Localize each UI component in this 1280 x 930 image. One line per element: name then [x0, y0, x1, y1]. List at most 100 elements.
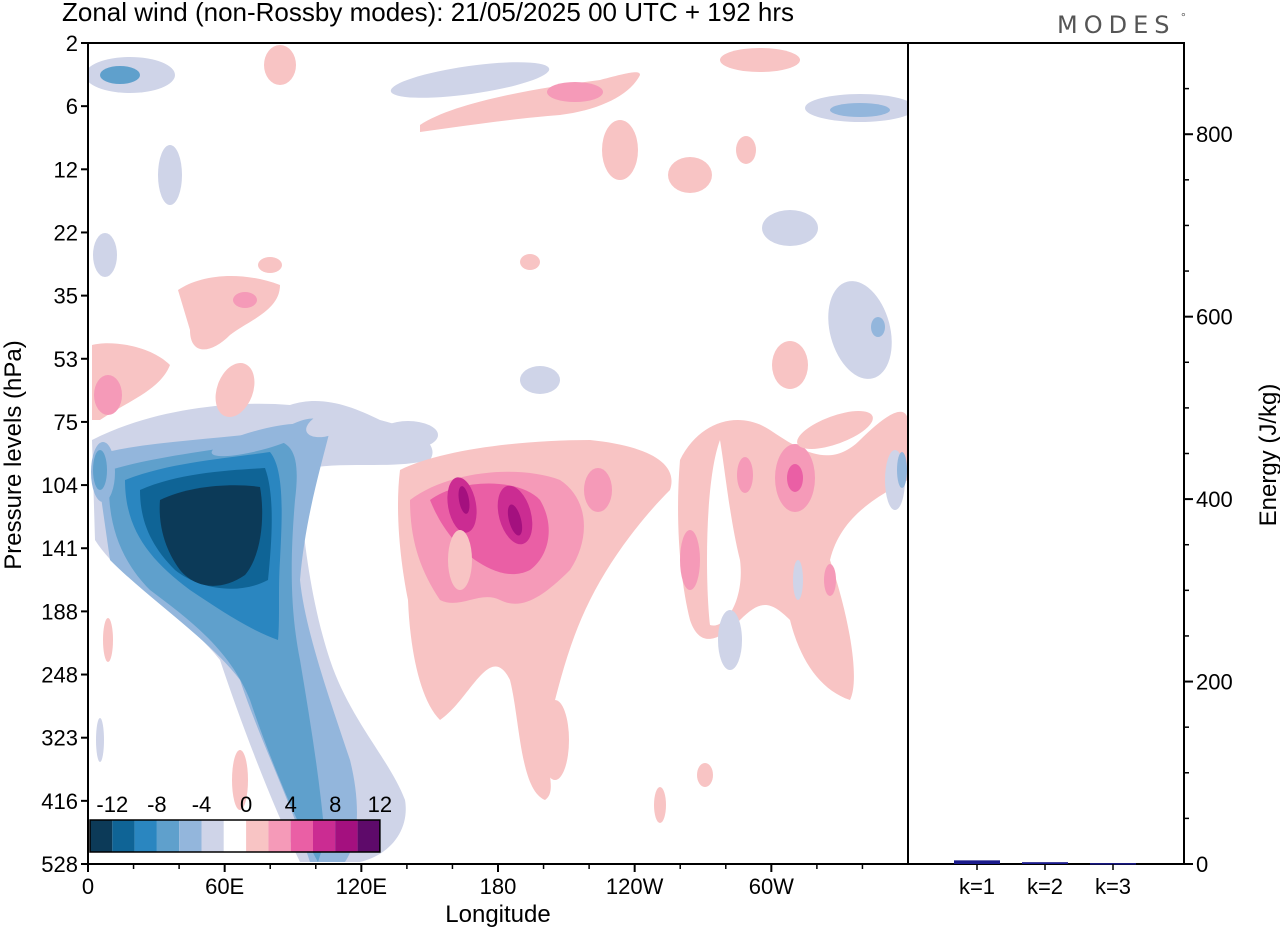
westerly-contour — [233, 292, 257, 308]
westerly-contour — [602, 120, 638, 180]
colorbar-tick-label: -8 — [147, 792, 167, 817]
westerly-contour — [584, 468, 612, 512]
westerly-contour — [103, 618, 113, 662]
energy-category-label: k=3 — [1095, 874, 1131, 899]
westerly-contour — [94, 375, 122, 415]
colorbar-tick-label: 8 — [329, 792, 341, 817]
westerly-contour — [720, 48, 800, 72]
x-axis: 0 60E 120E 180 120W 60W — [82, 864, 864, 899]
y-tick-label: 6 — [66, 94, 78, 119]
westerly-contour — [668, 157, 712, 193]
colorbar-tick-label: -12 — [96, 792, 128, 817]
x-axis-label: Longitude — [445, 901, 550, 928]
easterly-contour — [762, 210, 818, 246]
westerly-contour — [772, 341, 808, 389]
colorbar-swatch — [156, 820, 180, 852]
y-tick-label: 12 — [54, 157, 78, 182]
easterly-contour — [93, 450, 107, 490]
easterly-contour — [520, 366, 560, 394]
y-tick-label: 323 — [41, 726, 78, 751]
white-gap — [707, 440, 741, 626]
easterly-contour — [306, 408, 354, 438]
colorbar-swatch — [290, 820, 313, 852]
westerly-core — [458, 486, 470, 514]
colorbar-tick-label: -4 — [192, 792, 212, 817]
energy-panel-frame — [907, 42, 1185, 865]
colorbar-swatch — [112, 820, 135, 852]
y-tick-label: 104 — [41, 473, 78, 498]
logo-mark: ° — [1181, 10, 1186, 24]
westerly-contour — [264, 45, 296, 85]
easterly-contour — [871, 317, 885, 337]
y-tick-label: 248 — [41, 663, 78, 688]
westerly-contour — [448, 530, 472, 590]
easterly-contour — [718, 610, 742, 670]
y-axis: 2 6 12 22 35 53 75 104 141 188 248 323 416 528 — [41, 31, 88, 877]
energy-category-label: k=2 — [1027, 874, 1063, 899]
colorbar-frame — [89, 819, 381, 853]
westerly-contour — [736, 136, 756, 164]
x-tick-label: 60E — [205, 874, 244, 899]
westerly-core — [787, 464, 803, 492]
y-tick-label: 2 — [66, 31, 78, 56]
easterly-contour — [158, 145, 182, 205]
westerly-contour — [258, 257, 282, 273]
westerly-contour — [824, 564, 836, 596]
westerly-core — [507, 504, 523, 536]
easterly-contour — [828, 281, 892, 379]
colorbar-swatch — [201, 820, 224, 852]
easterly-contour — [93, 233, 117, 277]
energy-tick-label: 0 — [1196, 852, 1208, 877]
y-axis-label: Pressure levels (hPa) — [0, 340, 27, 569]
y-tick-label: 416 — [41, 789, 78, 814]
easterly-contour — [793, 560, 803, 600]
westerly-contour — [697, 763, 713, 787]
y-tick-label: 22 — [54, 220, 78, 245]
colorbar-swatch — [223, 820, 247, 852]
colorbar-swatch — [90, 820, 113, 852]
westerly-contour — [654, 787, 666, 823]
energy-axis-label: Energy (J/kg) — [1255, 384, 1280, 527]
easterly-contour — [897, 452, 907, 488]
colorbar-swatch — [313, 820, 336, 852]
energy-tick-label: 200 — [1196, 670, 1233, 695]
westerly-contour — [520, 254, 540, 270]
heatmap-plot — [88, 43, 908, 864]
colorbar-swatch — [335, 820, 358, 852]
westerly-contour — [215, 362, 255, 418]
energy-bar — [1022, 862, 1068, 864]
colorbar-tick-label: 0 — [240, 792, 252, 817]
easterly-contour — [211, 423, 309, 457]
westerly-contour — [232, 750, 248, 810]
x-tick-label: 0 — [82, 874, 94, 899]
energy-category-label: k=1 — [959, 874, 995, 899]
y-tick-label: 188 — [41, 599, 78, 624]
energy-tick-label: 600 — [1196, 305, 1233, 330]
easterly-contour — [378, 421, 438, 449]
x-tick-label: 120E — [336, 874, 387, 899]
colorbar-swatch — [134, 820, 157, 852]
modes-logo: MODES — [1057, 11, 1175, 39]
y-tick-label: 53 — [54, 347, 78, 372]
colorbar-tick-label: 4 — [285, 792, 297, 817]
easterly-contour — [96, 718, 104, 762]
westerly-contour — [797, 411, 873, 449]
y-tick-label: 528 — [41, 852, 78, 877]
westerly-contour — [680, 530, 700, 590]
energy-tick-label: 800 — [1196, 122, 1233, 147]
x-tick-label: 60W — [749, 874, 794, 899]
easterly-contour — [100, 66, 140, 84]
y-tick-label: 75 — [54, 410, 78, 435]
easterly-core — [159, 485, 263, 586]
colorbar-swatch — [268, 820, 291, 852]
westerly-contour — [678, 411, 908, 700]
y-tick-label: 141 — [41, 536, 78, 561]
westerly-contour — [737, 457, 753, 493]
westerly-contour — [541, 700, 569, 780]
colorbar-swatch — [246, 820, 269, 852]
colorbar-swatch — [179, 820, 202, 852]
easterly-contour — [390, 62, 550, 98]
x-tick-label: 120W — [606, 874, 664, 899]
y-tick-label: 35 — [54, 284, 78, 309]
